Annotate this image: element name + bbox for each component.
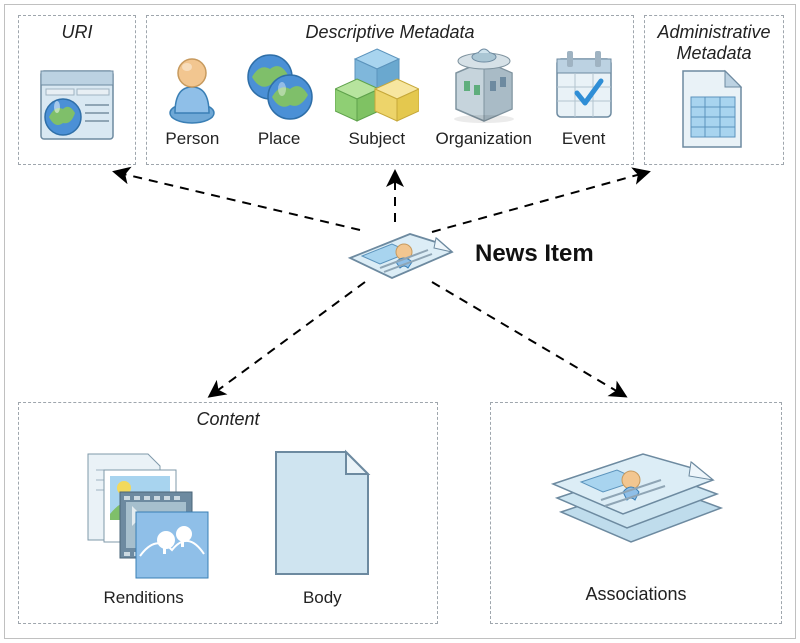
news-item-icon-wrap — [332, 212, 462, 309]
person-item: Person — [161, 47, 223, 149]
event-item: Event — [549, 45, 619, 149]
renditions-label: Renditions — [103, 588, 183, 608]
uri-title: URI — [19, 16, 135, 43]
organization-label: Organization — [436, 129, 532, 149]
news-item-icon — [332, 212, 462, 304]
browser-globe-icon — [35, 65, 119, 149]
cubes-icon — [335, 45, 419, 125]
renditions-item: Renditions — [74, 444, 214, 608]
event-label: Event — [562, 129, 605, 149]
associations-label: Associations — [585, 584, 686, 605]
content-box: Content — [18, 402, 438, 624]
person-icon — [161, 47, 223, 125]
person-label: Person — [165, 129, 219, 149]
admin-title: Administrative Metadata — [645, 16, 783, 63]
globe-icon — [240, 47, 318, 125]
body-label: Body — [303, 588, 342, 608]
stack-files-icon — [74, 444, 214, 584]
table-doc-icon — [675, 67, 753, 153]
admin-icon-wrap — [675, 67, 753, 153]
place-item: Place — [240, 47, 318, 149]
associations-box: Associations — [490, 402, 782, 624]
calendar-icon — [549, 45, 619, 125]
admin-box: Administrative Metadata — [644, 15, 784, 165]
page-icon — [262, 444, 382, 584]
news-item-label: News Item — [475, 240, 594, 268]
subject-label: Subject — [348, 129, 405, 149]
stack-pages-icon — [531, 422, 741, 572]
organization-item: Organization — [436, 45, 532, 149]
body-item: Body — [262, 444, 382, 608]
subject-item: Subject — [335, 45, 419, 149]
building-icon — [444, 45, 524, 125]
descriptive-box: Descriptive Metadata Person Place — [146, 15, 634, 165]
descriptive-title: Descriptive Metadata — [147, 16, 633, 43]
uri-box: URI — [18, 15, 136, 165]
place-label: Place — [258, 129, 301, 149]
uri-icon-wrap — [35, 65, 119, 149]
content-title: Content — [19, 403, 437, 430]
